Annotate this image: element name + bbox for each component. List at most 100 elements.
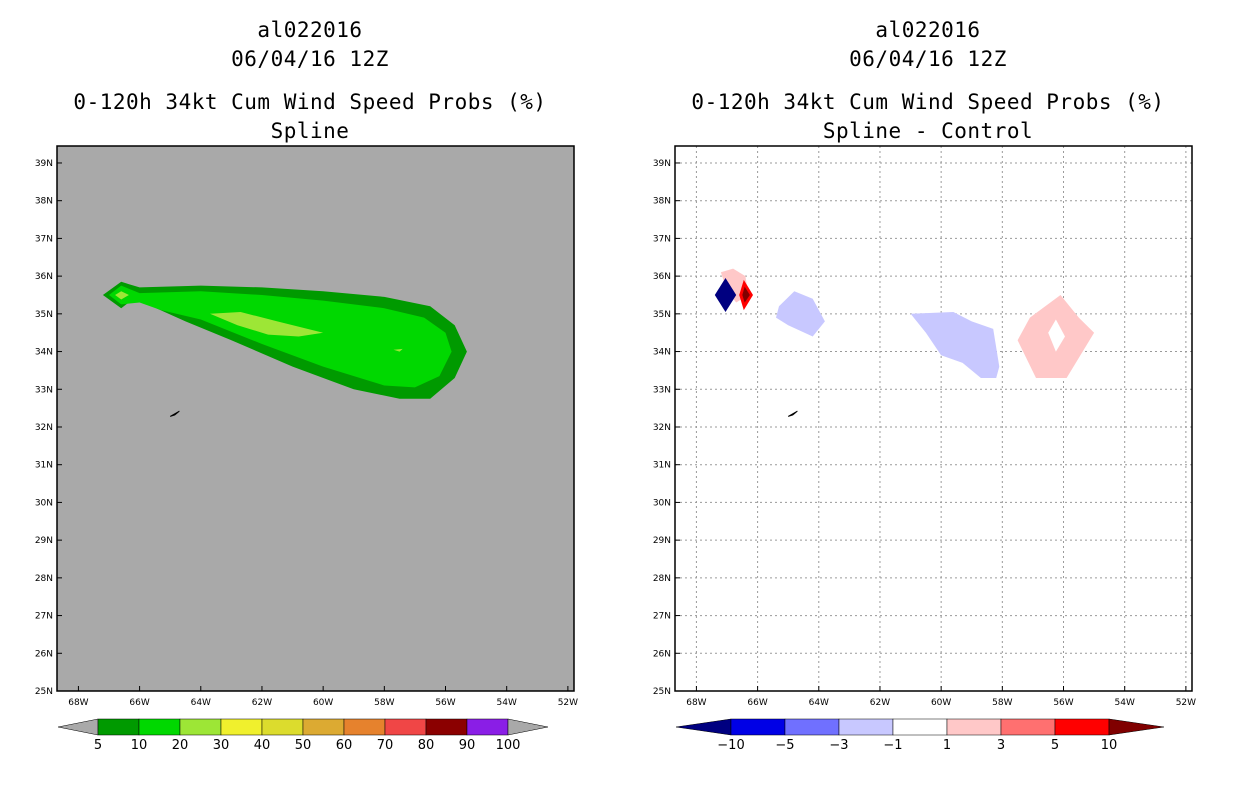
- colorbar-swatch: [384, 718, 427, 736]
- left-storm-id: al022016: [257, 18, 363, 42]
- colorbar-swatch: [892, 718, 948, 736]
- colorbar-label: −3: [829, 738, 848, 753]
- colorbar: −10 −5 −3 −1 1 3 5 10: [675, 718, 1165, 753]
- y-tick-label: 35N: [653, 310, 671, 320]
- y-tick-label: 25N: [35, 687, 53, 697]
- colorbar-label: 80: [418, 738, 435, 753]
- colorbar-swatch: [730, 718, 786, 736]
- y-tick-label: 32N: [653, 423, 671, 433]
- y-tick-label: 30N: [653, 498, 671, 508]
- colorbar-left-arrow: [675, 718, 732, 736]
- y-tick-label: 28N: [35, 574, 53, 584]
- x-tick-label: 58W: [992, 698, 1012, 708]
- left-panel-subtitle: Spline: [270, 119, 350, 143]
- colorbar-right-arrow: [507, 718, 549, 736]
- plot-frame: [56, 145, 575, 692]
- x-tick-label: 60W: [931, 698, 951, 708]
- colorbar-swatch: [138, 718, 181, 736]
- y-tick-label: 36N: [35, 272, 53, 282]
- right-date: 06/04/16 12Z: [849, 47, 1007, 71]
- x-tick-label: 68W: [68, 698, 88, 708]
- colorbar-swatch: [261, 718, 304, 736]
- contour-level--10: [714, 278, 737, 312]
- x-tick-label: 56W: [435, 698, 455, 708]
- plot-area: [675, 146, 1192, 691]
- colorbar-label: 5: [94, 738, 102, 753]
- x-tick-label: 68W: [686, 698, 706, 708]
- colorbar-swatch: [466, 718, 509, 736]
- colorbar-swatch: [1054, 718, 1110, 736]
- colorbar-label: 30: [213, 738, 230, 753]
- colorbar-label: 40: [254, 738, 271, 753]
- contour-level-10: [742, 286, 750, 303]
- y-tick-label: 25N: [653, 687, 671, 697]
- colorbar-swatch: [1000, 718, 1056, 736]
- right-panel-title: al022016 06/04/16 12Z 0-120h 34kt Cum Wi…: [648, 16, 1208, 146]
- y-tick-label: 26N: [653, 649, 671, 659]
- bermuda-island: [787, 410, 798, 417]
- colorbar-label: 10: [1101, 738, 1118, 753]
- y-tick-label: 33N: [653, 385, 671, 395]
- y-tick-label: 27N: [653, 612, 671, 622]
- y-tick-label: 28N: [653, 574, 671, 584]
- x-tick-label: 66W: [747, 698, 767, 708]
- y-tick-label: 38N: [35, 197, 53, 207]
- x-tick-label: 54W: [1115, 698, 1135, 708]
- panel-spline-control: 68W 66W 64W 62W 60W 58W 56W 54W 52W 25N 26N 27N 28N 2…: [653, 145, 1196, 753]
- colorbar-label: −10: [717, 738, 744, 753]
- colorbar-label: −5: [775, 738, 794, 753]
- colorbar-label: 3: [997, 738, 1005, 753]
- y-tick-label: 31N: [35, 461, 53, 471]
- x-tick-label: 60W: [313, 698, 333, 708]
- y-tick-label: 30N: [35, 498, 53, 508]
- y-tick-label: 29N: [653, 536, 671, 546]
- x-tick-label: 58W: [374, 698, 394, 708]
- y-tick-label: 33N: [35, 385, 53, 395]
- x-tick-label: 54W: [497, 698, 517, 708]
- x-tick-label: 62W: [870, 698, 890, 708]
- colorbar-swatch: [425, 718, 468, 736]
- y-tick-label: 27N: [35, 612, 53, 622]
- x-tick-label: 66W: [129, 698, 149, 708]
- colorbar-label: 100: [496, 738, 521, 753]
- y-tick-label: 37N: [653, 234, 671, 244]
- colorbar-swatch: [946, 718, 1002, 736]
- colorbar-label: 90: [459, 738, 476, 753]
- plot-area: [57, 146, 574, 691]
- left-date: 06/04/16 12Z: [231, 47, 389, 71]
- x-tick-label: 62W: [252, 698, 272, 708]
- colorbar-swatch: [784, 718, 840, 736]
- contour-level--1: [776, 291, 825, 337]
- x-tick-label: 52W: [558, 698, 578, 708]
- x-tick-label: 64W: [809, 698, 829, 708]
- colorbar-swatch: [343, 718, 386, 736]
- contour-level--1: [910, 312, 1000, 378]
- colorbar-label: −1: [883, 738, 902, 753]
- right-panel-subtitle: Spline - Control: [822, 119, 1034, 143]
- colorbar-label: 20: [172, 738, 189, 753]
- colorbar-label: 50: [295, 738, 312, 753]
- y-tick-label: 34N: [35, 348, 53, 358]
- colorbar-swatch: [97, 718, 140, 736]
- x-tick-label: 52W: [1176, 698, 1196, 708]
- colorbar-swatch: [220, 718, 263, 736]
- y-tick-label: 37N: [35, 234, 53, 244]
- colorbar-left-arrow: [57, 718, 99, 736]
- contour-hole: [1048, 319, 1065, 352]
- contour-level-20: [393, 348, 403, 352]
- y-tick-label: 26N: [35, 649, 53, 659]
- panel-spline: 68W 66W 64W 62W 60W 58W 56W 54W 52W 25N 26N 27N 28N 2…: [35, 145, 578, 753]
- contour-level-20: [115, 291, 129, 300]
- x-tick-label: 56W: [1053, 698, 1073, 708]
- bermuda-island: [169, 410, 180, 417]
- colorbar-label: 1: [943, 738, 951, 753]
- colorbar-swatch: [838, 718, 894, 736]
- colorbar: 5 10 20 30 40 50 60 70 80 90 100: [57, 718, 549, 753]
- plot-frame: [674, 145, 1193, 692]
- y-tick-label: 32N: [35, 423, 53, 433]
- y-tick-label: 35N: [35, 310, 53, 320]
- colorbar-right-arrow: [1108, 718, 1165, 736]
- right-product-title: 0-120h 34kt Cum Wind Speed Probs (%): [691, 90, 1165, 114]
- colorbar-label: 60: [336, 738, 353, 753]
- colorbar-swatch: [179, 718, 222, 736]
